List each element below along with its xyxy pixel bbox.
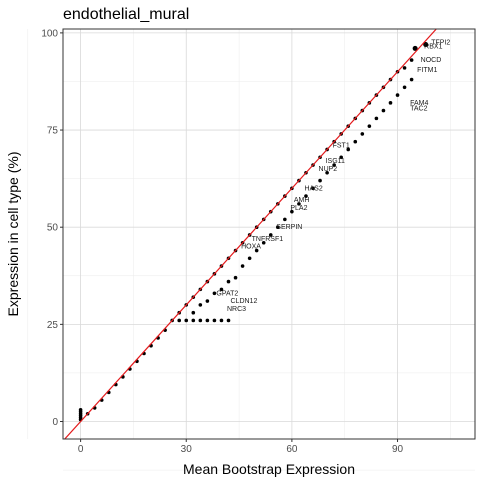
- data-point: [205, 318, 210, 323]
- data-point: [240, 264, 245, 268]
- point-label: FAM4: [410, 100, 428, 107]
- data-point: [212, 291, 217, 296]
- data-point: [212, 318, 217, 323]
- data-point: [353, 139, 358, 144]
- point-label: NRC3: [227, 306, 246, 313]
- data-point: [374, 116, 379, 121]
- point-label: FITM1: [417, 67, 437, 74]
- data-point: [297, 202, 301, 206]
- point-label: CLDN12: [231, 298, 258, 305]
- point-label: ISG11: [326, 158, 345, 165]
- point-label: NUP2: [319, 166, 338, 173]
- data-point: [346, 147, 351, 152]
- point-label: RBX1: [424, 43, 442, 50]
- data-point: [219, 318, 224, 323]
- x-tick-label: 0: [78, 444, 84, 455]
- point-label: AMH: [294, 197, 310, 204]
- data-point: [311, 186, 315, 191]
- data-point: [367, 124, 372, 128]
- point-label: SERPIN: [276, 224, 302, 231]
- y-axis-ticks: 0 25 50 75 100: [41, 28, 63, 428]
- data-point: [276, 225, 280, 229]
- point-label: HOXA: [241, 244, 261, 251]
- data-point: [191, 318, 196, 323]
- data-point: [360, 132, 365, 136]
- point-label: GPAT2: [216, 290, 238, 297]
- data-point: [247, 256, 252, 261]
- point-label: TAC2: [410, 106, 427, 113]
- data-point: [268, 233, 273, 237]
- data-point: [219, 287, 224, 292]
- data-point: [261, 240, 266, 245]
- data-point: [205, 299, 210, 303]
- y-tick-label: 0: [52, 417, 58, 428]
- data-point: [304, 194, 308, 198]
- highlighted-point: [423, 42, 429, 48]
- x-tick-label: 60: [286, 444, 298, 455]
- data-point: [388, 101, 393, 105]
- data-point: [233, 275, 238, 280]
- grid: [27, 29, 475, 471]
- data-point: [395, 93, 400, 97]
- data-point: [381, 108, 386, 113]
- data-point: [318, 178, 322, 183]
- y-tick-label: 75: [47, 126, 59, 137]
- identity-line: [63, 29, 438, 439]
- data-point: [402, 66, 407, 70]
- x-axis-ticks: 0 30 60 90: [78, 439, 404, 455]
- y-axis-title: Expression in cell type (%): [5, 152, 21, 317]
- data-point: [226, 279, 231, 284]
- chart-title: endothelial_mural: [63, 6, 189, 23]
- x-tick-label: 90: [392, 444, 404, 455]
- data-point: [402, 85, 407, 90]
- data-point: [78, 408, 83, 412]
- point-label: HAS2: [304, 185, 322, 192]
- plot-panel-border: [62, 28, 476, 440]
- point-label: NOCD: [421, 57, 442, 64]
- y-tick-label: 25: [47, 320, 59, 331]
- highlighted-point: [412, 45, 418, 51]
- x-axis-title: Mean Bootstrap Expression: [183, 461, 355, 477]
- data-point: [409, 58, 414, 62]
- y-tick-label: 50: [47, 223, 59, 234]
- data-point: [339, 155, 343, 160]
- reference-line: [63, 29, 438, 439]
- point-label: PLA2: [290, 205, 307, 212]
- data-point: [226, 318, 231, 323]
- y-tick-label: 100: [41, 28, 58, 39]
- data-point: [325, 170, 329, 175]
- data-point: [332, 163, 336, 167]
- data-point: [198, 303, 203, 307]
- data-point: [283, 217, 287, 222]
- data-point: [409, 77, 414, 82]
- point-label: TFPI2: [431, 40, 450, 47]
- point-label: TNFRSF1: [252, 236, 284, 243]
- data-point: [290, 209, 294, 214]
- point-label: FST1: [333, 143, 350, 150]
- data-point: [177, 318, 182, 323]
- x-tick-label: 30: [181, 444, 193, 455]
- data-point: [184, 318, 189, 323]
- data-point: [198, 318, 203, 323]
- data-point: [254, 248, 259, 253]
- data-point: [191, 310, 196, 315]
